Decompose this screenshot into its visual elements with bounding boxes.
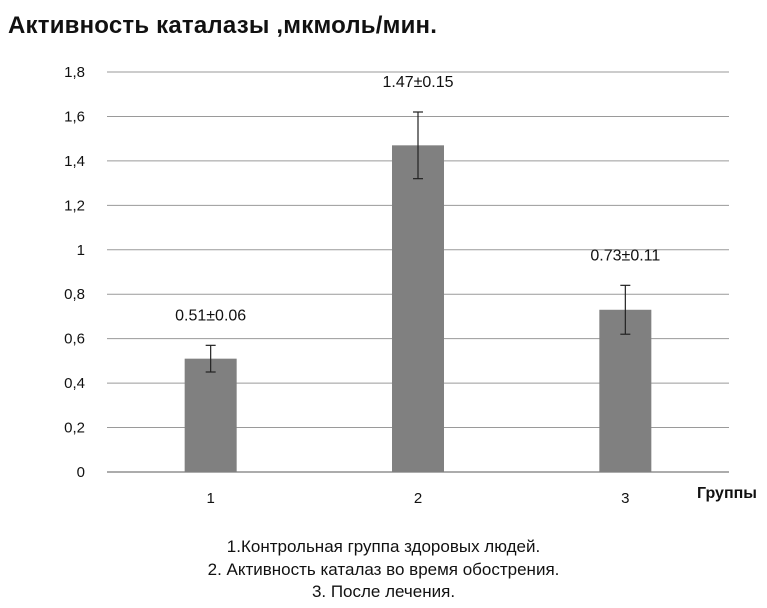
x-tick-label: 2	[414, 490, 422, 507]
legend-line-1: 1.Контрольная группа здоровых людей.	[226, 537, 541, 556]
data-label: 0.51±0.06	[175, 307, 246, 324]
y-tick-label: 0,8	[64, 286, 85, 303]
y-tick-label: 0	[77, 464, 85, 481]
data-label: 1.47±0.15	[382, 74, 453, 91]
chart-legend-notes: 1.Контрольная группа здоровых людей. 2. …	[0, 536, 767, 604]
bar	[184, 358, 237, 472]
y-tick-label: 0,2	[64, 420, 85, 437]
x-axis-title: Группы	[697, 485, 757, 502]
y-tick-label: 1,2	[64, 197, 85, 214]
y-tick-label: 1	[77, 242, 85, 259]
y-tick-label: 1,8	[64, 64, 85, 81]
bar	[599, 309, 652, 472]
y-tick-label: 1,6	[64, 108, 85, 125]
x-tick-label: 3	[621, 490, 629, 507]
legend-line-2: 2. Активность каталаз во время обострени…	[207, 559, 560, 579]
y-tick-label: 0,6	[64, 331, 85, 348]
y-tick-label: 0,4	[64, 375, 85, 392]
legend-line-3: 3. После лечения.	[311, 582, 456, 601]
bar	[392, 145, 444, 473]
data-label: 0.73±0.11	[590, 247, 660, 264]
y-tick-label: 1,4	[64, 153, 85, 170]
bar-chart: 0 0,2 0,4 0,6 0,8 1 1,2 1,4 1,6 1,8 0.51±0.06 1 1.47…	[64, 64, 757, 507]
x-tick-label: 1	[206, 490, 214, 507]
chart-title: Активность каталазы ,мкмоль/мин.	[8, 12, 438, 39]
